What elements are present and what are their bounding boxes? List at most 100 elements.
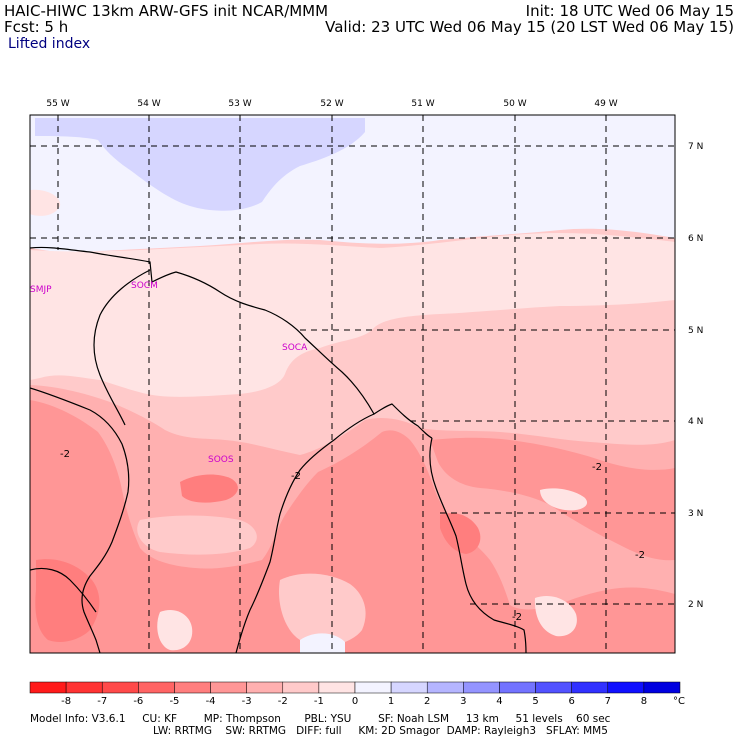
- lon-label: 49 W: [594, 99, 617, 109]
- colorbar: -8 -7 -6 -5 -4 -3 -2 -1 0 1 2 3 4 5 6 7 8: [29, 681, 681, 707]
- colorbar-swatch: [318, 681, 356, 694]
- field-patch-m4-c: [35, 559, 100, 642]
- colorbar-tick-label: -1: [314, 696, 324, 707]
- field-patch-light-a: [137, 515, 257, 555]
- model-info-sflay: SFLAY: MM5: [546, 725, 608, 737]
- field-patch-m4-a: [180, 474, 238, 503]
- field-layer-1-to-2: [35, 118, 365, 211]
- colorbar-swatch: [535, 681, 572, 694]
- colorbar-tick-label: -3: [242, 696, 252, 707]
- colorbar-tick-label: 4: [496, 696, 502, 707]
- colorbar-swatch: [607, 681, 645, 694]
- model-info-km: KM: 2D Smagor: [358, 725, 440, 737]
- model-title: HAIC-HIWC 13km ARW-GFS init NCAR/MMM: [4, 2, 329, 20]
- colorbar-tick-label: -2: [278, 696, 288, 707]
- border-east: [235, 413, 375, 653]
- model-info-resolution: 13 km: [465, 713, 499, 725]
- colorbar-tick-label: 0: [352, 696, 358, 707]
- station-labels: SMJP SOCM SOCA SOOS: [30, 281, 308, 465]
- lon-label: 50 W: [503, 99, 526, 109]
- model-info-sw: SW: RRTMG: [225, 725, 287, 737]
- colorbar-tick-label: 1: [388, 696, 394, 707]
- lon-label: 53 W: [228, 99, 251, 109]
- field-patch-light-c: [540, 488, 588, 511]
- colorbar-swatch: [138, 681, 175, 694]
- colorbar-swatch: [390, 681, 428, 694]
- valid-time: Valid: 23 UTC Wed 06 May 15 (20 LST Wed …: [325, 18, 734, 36]
- field-patch-light-e: [157, 609, 193, 651]
- colorbar-swatch: [101, 681, 139, 694]
- colorbar-swatch: [29, 681, 67, 694]
- shaded-field: [30, 115, 675, 653]
- field-patch-blue-south: [300, 633, 345, 653]
- model-info-mp: MP: Thompson: [203, 713, 281, 725]
- contour-labels: -2 -2 -2 -2 -2: [60, 449, 645, 623]
- model-info-sf: SF: Noah LSM: [378, 713, 450, 725]
- border-southwest: [30, 567, 97, 613]
- colorbar-swatch: [643, 681, 681, 694]
- field-patch-pink-ocean: [30, 189, 61, 216]
- model-info-timestep: 60 sec: [576, 713, 611, 725]
- lat-label: 7 N: [688, 142, 703, 152]
- lon-label: 52 W: [320, 99, 343, 109]
- colorbar-swatch: [354, 681, 392, 694]
- init-time: Init: 18 UTC Wed 06 May 15: [525, 2, 734, 20]
- model-info-lw: LW: RRTMG: [153, 725, 212, 737]
- lon-label: 51 W: [411, 99, 434, 109]
- model-info-diff: DIFF: full: [296, 725, 342, 737]
- model-info-cu: CU: KF: [142, 713, 178, 725]
- model-info-line-2: LW: RRTMG SW: RRTMG DIFF: full KM: 2D Sm…: [153, 725, 608, 737]
- lat-label: 6 N: [688, 234, 703, 244]
- colorbar-tick-label: -4: [206, 696, 216, 707]
- coastline: [30, 246, 433, 439]
- colorbar-tick-label: -6: [133, 696, 143, 707]
- model-info-line-1: Model Info: V3.6.1 CU: KF MP: Thompson P…: [30, 713, 610, 725]
- border-oyapock: [429, 437, 527, 653]
- contour-label: -2: [291, 471, 301, 482]
- contour-label: -2: [592, 462, 602, 473]
- model-info-version: Model Info: V3.6.1: [30, 713, 126, 725]
- field-patch-m4-b: [440, 513, 481, 554]
- colorbar-swatch: [282, 681, 320, 694]
- station-label-socm: SOCM: [131, 281, 158, 291]
- lat-label: 5 N: [688, 326, 703, 336]
- colorbar-swatch: [499, 681, 536, 694]
- colorbar-tick-label: -7: [97, 696, 107, 707]
- colorbar-swatch: [174, 681, 211, 694]
- latitude-labels: 7 N 6 N 5 N 4 N 3 N 2 N: [688, 142, 703, 610]
- colorbar-tick-label: 3: [460, 696, 466, 707]
- forecast-hour: Fcst: 5 h: [4, 18, 69, 36]
- model-info-pbl: PBL: YSU: [304, 713, 352, 725]
- colorbar-tick-label: 5: [532, 696, 538, 707]
- field-layer-m1-to-0: [30, 233, 675, 397]
- station-label-soca: SOCA: [282, 343, 308, 353]
- field-patch-light-b: [278, 573, 366, 646]
- lon-label: 55 W: [46, 99, 69, 109]
- border-interior-west: [93, 269, 151, 426]
- colorbar-swatch: [65, 681, 103, 694]
- border-west: [30, 387, 130, 653]
- colorbar-swatch: [210, 681, 247, 694]
- field-patch-light-d: [534, 595, 577, 637]
- colorbar-tick-label: 7: [605, 696, 611, 707]
- lat-label: 4 N: [688, 417, 703, 427]
- longitude-labels: 55 W 54 W 53 W 52 W 51 W 50 W 49 W: [46, 99, 617, 109]
- colorbar-tick-label: -5: [169, 696, 179, 707]
- colorbar-swatch: [246, 681, 284, 694]
- graticule: [30, 115, 675, 653]
- colorbar-unit: °C: [673, 696, 685, 707]
- lon-label: 54 W: [137, 99, 160, 109]
- colorbar-tick-label: 8: [641, 696, 647, 707]
- plot-frame: [29, 114, 676, 654]
- colorbar-swatch: [571, 681, 609, 694]
- colorbar-tick-label: 6: [568, 696, 574, 707]
- colorbar-swatch: [426, 681, 464, 694]
- colorbar-tick-label: -8: [61, 696, 71, 707]
- lat-label: 3 N: [688, 509, 703, 519]
- field-name: Lifted index: [8, 36, 91, 52]
- coastline-borders: [30, 246, 527, 653]
- station-label-smjp: SMJP: [30, 285, 52, 295]
- colorbar-swatch: [463, 681, 500, 694]
- model-info-levels: 51 levels: [515, 713, 563, 725]
